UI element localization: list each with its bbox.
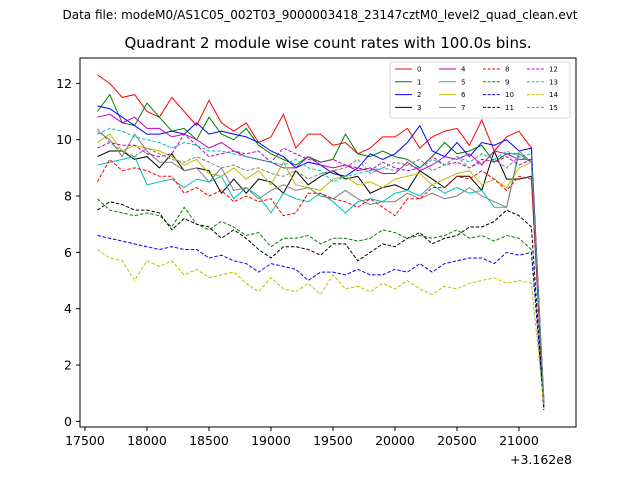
- data-file-header: Data file: modeM0/AS1C05_002T03_90000034…: [62, 8, 578, 22]
- series-line-11: [97, 201, 545, 411]
- x-tick-label: 17500: [65, 433, 105, 448]
- legend-label-11: 11: [505, 104, 514, 112]
- legend-label-8: 8: [505, 66, 509, 74]
- series-line-5: [97, 152, 545, 405]
- x-tick-label: 20000: [375, 433, 415, 448]
- series-line-1: [96, 93, 545, 408]
- chart-title: Quadrant 2 module wise count rates with …: [124, 34, 532, 52]
- series-line-4: [97, 113, 545, 405]
- plot-area: [96, 74, 545, 411]
- series-line-3: [97, 149, 545, 408]
- y-tick-label: 2: [64, 358, 72, 373]
- x-offset-label: +3.162e8: [510, 452, 572, 467]
- series-line-6: [97, 133, 545, 402]
- legend-label-0: 0: [417, 66, 421, 74]
- legend-label-9: 9: [505, 78, 509, 86]
- legend-label-7: 7: [461, 104, 465, 112]
- x-tick-label: 19500: [313, 433, 353, 448]
- series-line-13: [97, 127, 545, 402]
- axes: 17500 18000 18500 19000 19500 20000 20500 21000…: [56, 57, 577, 448]
- series-line-9: [97, 198, 545, 408]
- series-line-8: [96, 158, 545, 405]
- legend-label-4: 4: [461, 66, 466, 74]
- legend-label-15: 15: [549, 104, 558, 112]
- x-tick-label: 18500: [189, 433, 229, 448]
- y-tick-label: 12: [56, 76, 72, 91]
- legend-label-10: 10: [505, 91, 514, 99]
- legend-label-14: 14: [549, 91, 558, 99]
- legend-label-12: 12: [549, 66, 558, 74]
- y-tick-label: 10: [56, 132, 72, 147]
- legend-label-2: 2: [417, 91, 421, 99]
- legend-label-1: 1: [417, 78, 421, 86]
- x-tick-label: 21000: [499, 433, 539, 448]
- legend-label-3: 3: [417, 104, 421, 112]
- series-line-0: [97, 74, 545, 405]
- series-line-15: [97, 128, 545, 402]
- y-tick-label: 4: [64, 301, 72, 316]
- y-tick-label: 6: [64, 245, 72, 260]
- axes-frame: [79, 57, 577, 428]
- series-line-2: [97, 105, 545, 402]
- series-line-14: [97, 249, 545, 405]
- y-tick-label: 8: [64, 189, 72, 204]
- legend-label-6: 6: [461, 91, 466, 99]
- legend-label-5: 5: [461, 78, 465, 86]
- legend-box: [389, 61, 571, 119]
- legend-label-13: 13: [549, 78, 558, 86]
- x-tick-label: 20500: [437, 433, 477, 448]
- x-tick-label: 18000: [127, 433, 167, 448]
- series-line-10: [97, 235, 545, 405]
- y-tick-label: 0: [64, 414, 72, 429]
- series-line-7: [97, 130, 545, 399]
- x-tick-label: 19000: [251, 433, 291, 448]
